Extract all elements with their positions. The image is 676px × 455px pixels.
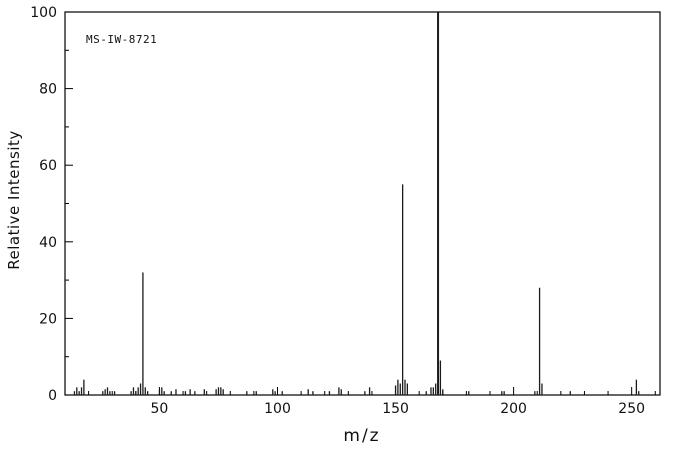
plot-frame bbox=[64, 11, 661, 396]
x-tick-label: 50 bbox=[151, 401, 169, 417]
y-axis-label: Relative Intensity bbox=[5, 130, 23, 270]
y-tick-label: 0 bbox=[48, 388, 57, 404]
x-tick-label: 150 bbox=[382, 401, 409, 417]
y-tick-label: 100 bbox=[30, 5, 57, 21]
y-tick-label: 40 bbox=[39, 235, 57, 251]
x-tick-label: 200 bbox=[500, 401, 527, 417]
spectrum-id-label: MS-IW-8721 bbox=[86, 33, 158, 46]
x-axis-label: m/z bbox=[343, 426, 381, 446]
x-tick-label: 250 bbox=[618, 401, 645, 417]
y-tick-label: 80 bbox=[39, 82, 57, 98]
y-tick-label: 20 bbox=[39, 311, 57, 327]
x-tick-label: 100 bbox=[264, 401, 291, 417]
y-tick-label: 60 bbox=[39, 158, 57, 174]
